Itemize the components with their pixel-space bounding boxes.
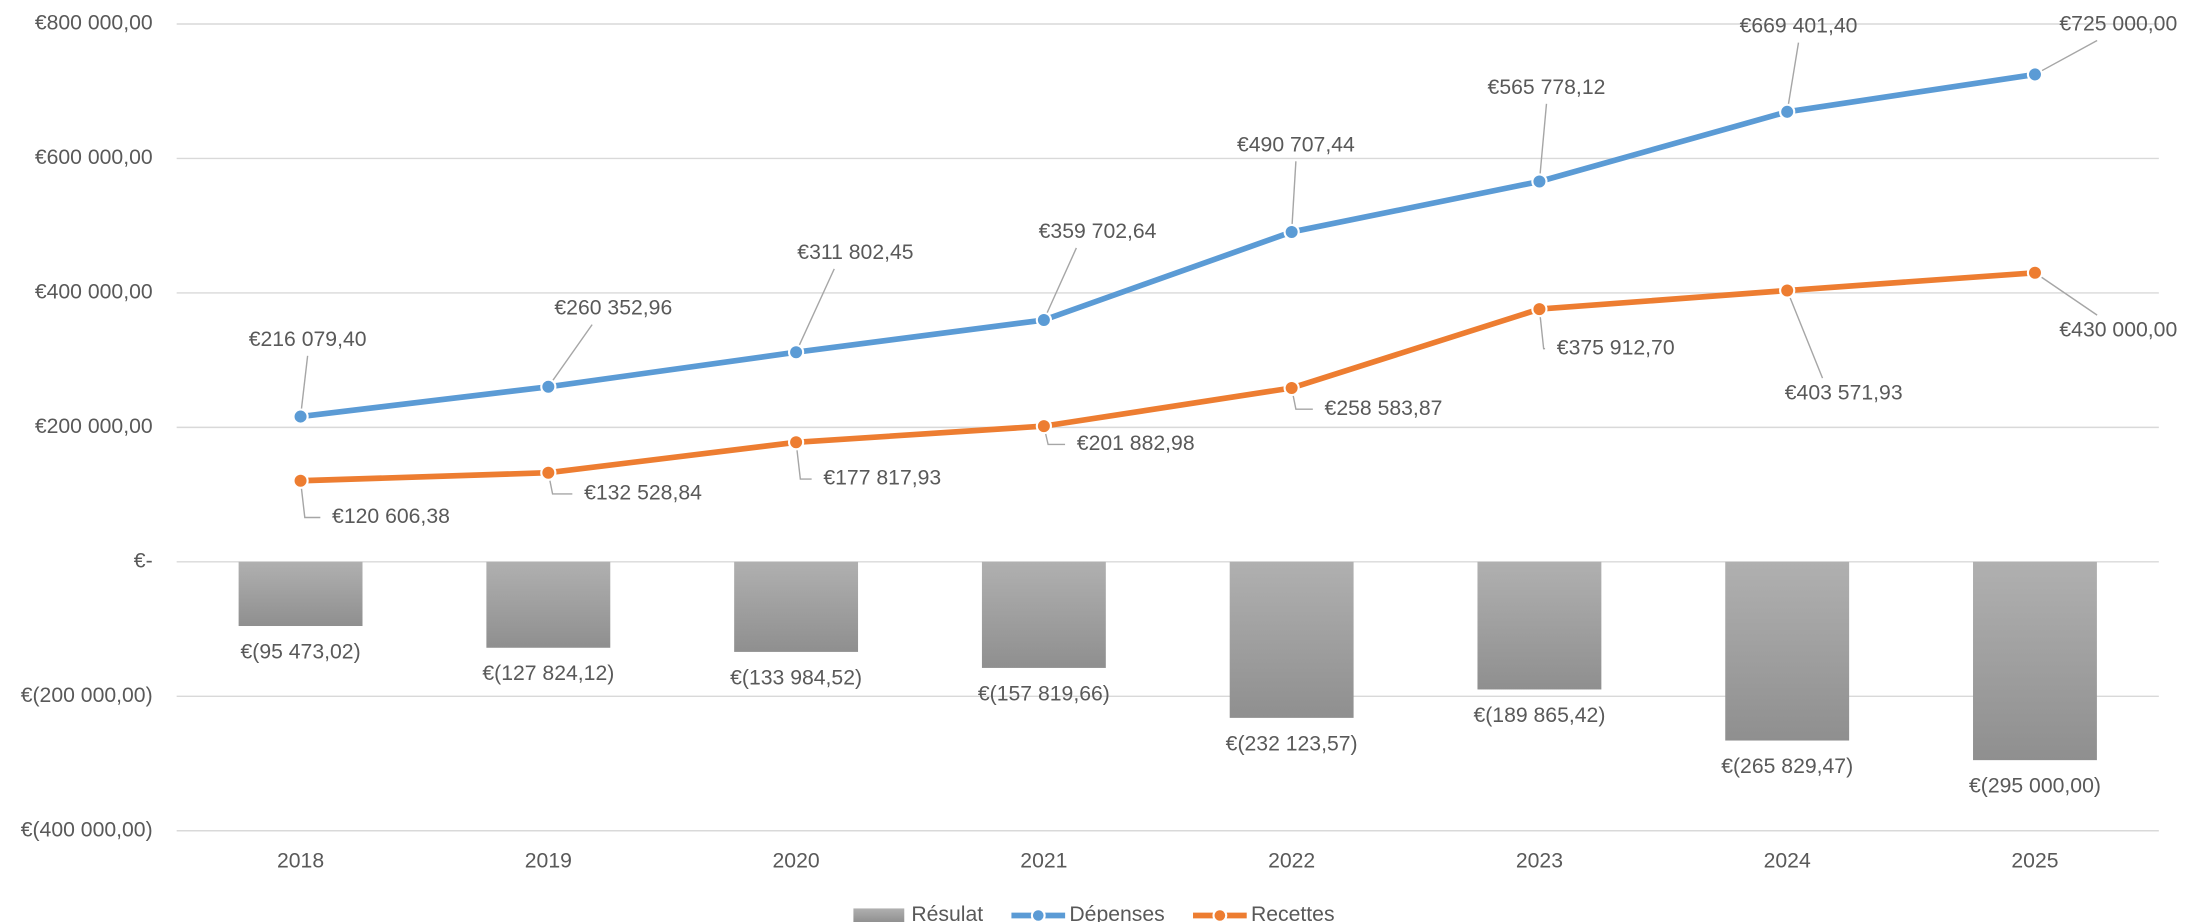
leader-line [795, 442, 812, 480]
legend-marker [1212, 908, 1228, 922]
y-tick-label: €800 000,00 [35, 12, 153, 35]
leader-line [2034, 39, 2098, 76]
legend-label: Recettes [1251, 903, 1335, 922]
x-tick-label: 2018 [277, 849, 324, 872]
data-label: €669 401,40 [1740, 15, 1858, 38]
data-label: €177 817,93 [823, 467, 941, 490]
marker [292, 472, 309, 489]
data-label: €725 000,00 [2059, 13, 2177, 36]
x-tick-label: 2024 [1764, 849, 1811, 872]
x-tick-label: 2021 [1020, 849, 1067, 872]
leader-line [547, 324, 593, 388]
leader-line [795, 268, 835, 353]
data-label: €375 912,70 [1557, 336, 1675, 359]
marker [2026, 264, 2044, 281]
data-label: €(127 824,12) [482, 662, 614, 685]
bar [734, 561, 859, 652]
marker [787, 434, 805, 451]
marker [1779, 103, 1796, 120]
bar [981, 561, 1106, 668]
data-label: €260 352,96 [554, 297, 672, 320]
bar [486, 561, 611, 648]
x-tick-label: 2023 [1516, 849, 1563, 872]
leader-line [1043, 247, 1078, 321]
leader-line [1290, 161, 1297, 232]
line [300, 71, 2036, 420]
leader-line [1786, 290, 1824, 379]
data-label: €(95 473,02) [240, 640, 360, 663]
bar [1477, 561, 1602, 690]
marker [1035, 417, 1052, 435]
data-label: €490 707,44 [1237, 133, 1355, 156]
x-tick-label: 2020 [773, 849, 820, 872]
legend-item: Dépenses [1011, 903, 1165, 922]
data-label: €132 528,84 [584, 482, 702, 505]
x-tick-label: 2025 [2011, 849, 2058, 872]
legend-marker [1030, 908, 1046, 922]
marker [1035, 311, 1052, 329]
leader-line [1786, 42, 1800, 112]
leader-line [1538, 103, 1548, 182]
legend-label: Résulat [911, 903, 983, 922]
data-label: €430 000,00 [2059, 318, 2177, 341]
x-tick-label: 2022 [1268, 849, 1315, 872]
marker [540, 378, 557, 395]
data-label: €311 802,45 [797, 241, 913, 264]
x-tick-label: 2019 [525, 849, 572, 872]
leader-line [299, 355, 309, 417]
leader-line [299, 480, 321, 519]
bar [1725, 561, 1850, 741]
legend-item: Recettes [1193, 903, 1335, 922]
data-label: €(133 984,52) [730, 666, 862, 689]
data-label: €120 606,38 [332, 505, 450, 528]
bar [1229, 561, 1354, 718]
data-label: €359 702,64 [1039, 220, 1157, 243]
y-tick-label: €(400 000,00) [21, 818, 153, 841]
y-tick-label: €200 000,00 [35, 415, 153, 438]
data-label: €201 882,98 [1077, 432, 1195, 455]
legend-item: Résulat [853, 903, 983, 922]
legend-label: Dépenses [1069, 903, 1164, 922]
bar [1973, 561, 2097, 761]
data-label: €565 778,12 [1488, 76, 1606, 99]
line [300, 269, 2036, 484]
data-label: €258 583,87 [1325, 397, 1443, 420]
marker [1531, 173, 1548, 190]
marker [292, 408, 309, 425]
marker [1531, 300, 1548, 318]
marker [2026, 66, 2044, 83]
data-label: €(189 865,42) [1473, 704, 1605, 727]
bar [238, 561, 363, 627]
y-tick-label: €400 000,00 [35, 281, 153, 304]
marker [787, 344, 805, 361]
marker [540, 464, 557, 481]
marker [1283, 379, 1300, 397]
y-tick-label: €600 000,00 [35, 146, 153, 169]
data-label: €(232 123,57) [1226, 732, 1358, 755]
marker [1779, 282, 1796, 299]
leader-line [2034, 272, 2098, 316]
data-label: €(295 000,00) [1969, 775, 2101, 798]
data-label: €(265 829,47) [1721, 755, 1853, 778]
data-label: €216 079,40 [249, 328, 367, 351]
leader-line [1538, 309, 1546, 350]
data-label: €(157 819,66) [978, 682, 1110, 705]
y-tick-label: €(200 000,00) [21, 684, 153, 707]
data-label: €403 571,93 [1785, 381, 1903, 404]
y-tick-label: €- [134, 549, 153, 572]
marker [1283, 223, 1300, 241]
legend-swatch [853, 908, 905, 922]
